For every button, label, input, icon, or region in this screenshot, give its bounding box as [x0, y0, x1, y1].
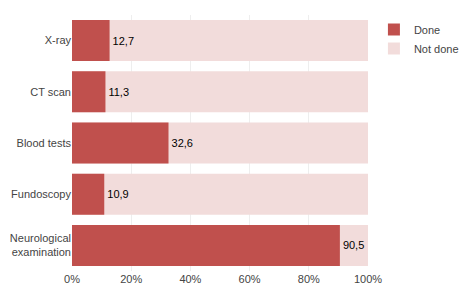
svg-text:Neurologicalexamination: Neurologicalexamination [10, 232, 71, 258]
svg-text:Done: Done [414, 24, 440, 36]
svg-text:90,5: 90,5 [343, 239, 364, 251]
svg-text:10,9: 10,9 [107, 188, 128, 200]
svg-text:Blood tests: Blood tests [17, 137, 72, 149]
svg-text:Fundoscopy: Fundoscopy [11, 188, 71, 200]
svg-text:11,3: 11,3 [108, 86, 129, 98]
svg-text:12,7: 12,7 [113, 35, 134, 47]
svg-text:0%: 0% [64, 273, 80, 285]
svg-text:40%: 40% [179, 273, 201, 285]
svg-text:CT scan: CT scan [30, 86, 71, 98]
svg-text:80%: 80% [298, 273, 320, 285]
svg-text:20%: 20% [120, 273, 142, 285]
svg-text:100%: 100% [354, 273, 382, 285]
svg-text:32,6: 32,6 [172, 137, 193, 149]
svg-text:Not done: Not done [414, 43, 459, 55]
svg-text:X-ray: X-ray [45, 34, 72, 46]
svg-text:60%: 60% [239, 273, 261, 285]
